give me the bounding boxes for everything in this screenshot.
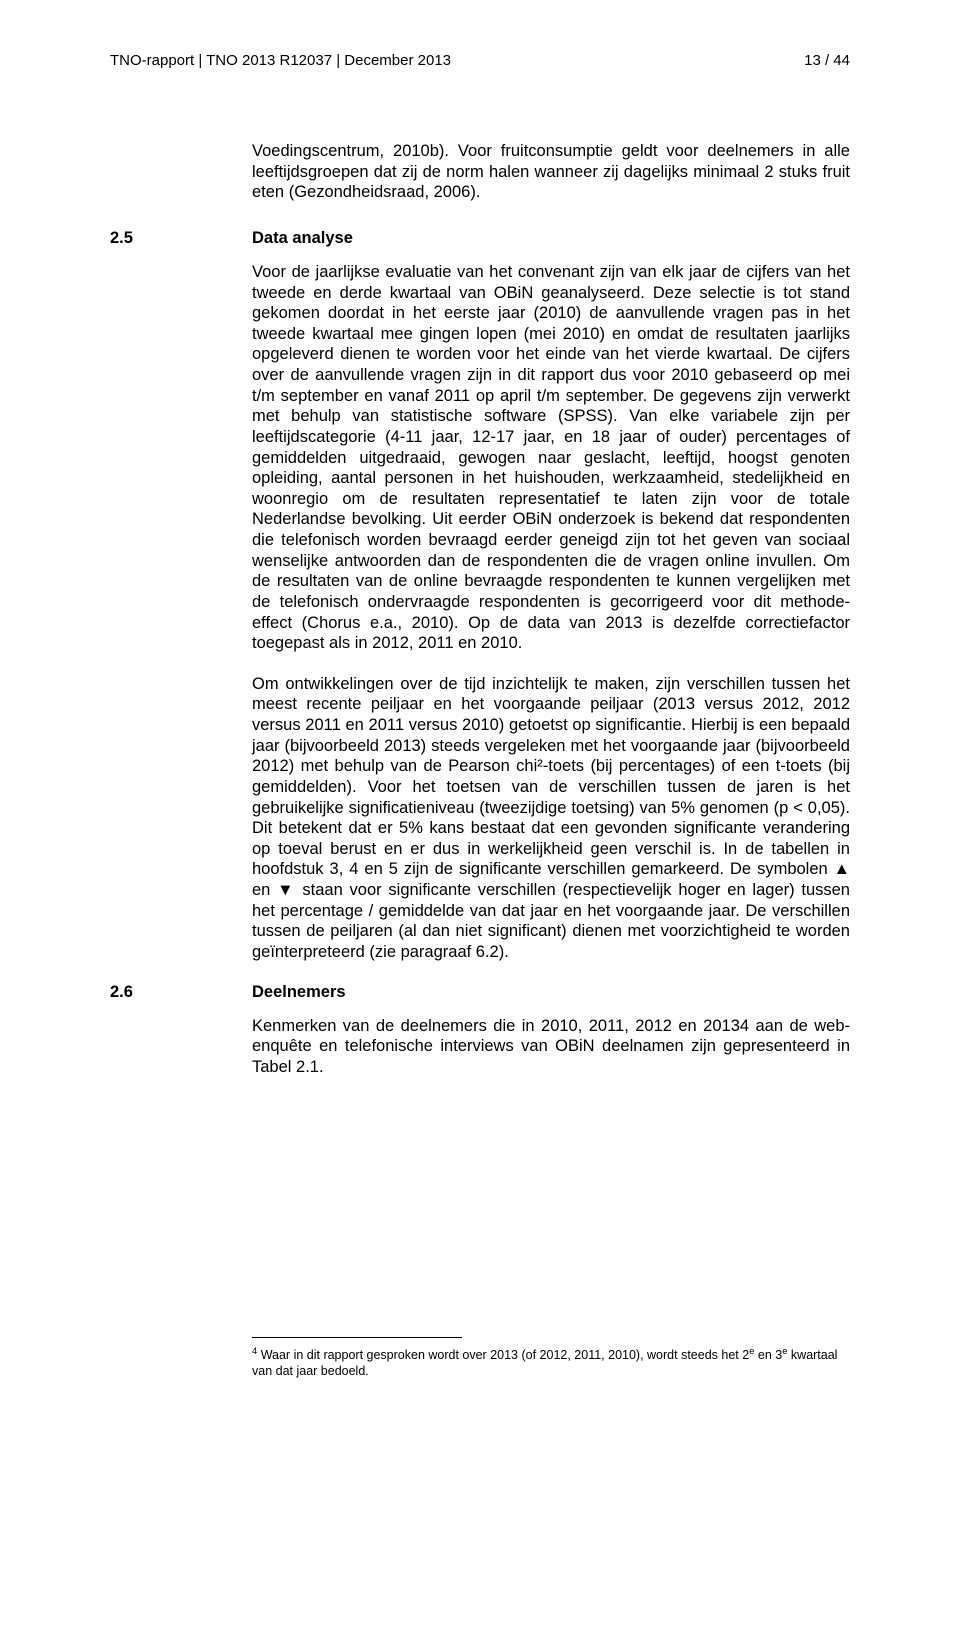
section-25-heading: 2.5 Data analyse [110, 229, 850, 248]
header-left: TNO-rapport | TNO 2013 R12037 | December… [110, 52, 451, 69]
header-right: 13 / 44 [804, 52, 850, 69]
section-25-p1: Voor de jaarlijkse evaluatie van het con… [252, 262, 850, 654]
section-number: 2.6 [110, 983, 252, 1002]
document-page: TNO-rapport | TNO 2013 R12037 | December… [0, 0, 960, 1626]
section-number: 2.5 [110, 229, 252, 248]
page-header: TNO-rapport | TNO 2013 R12037 | December… [110, 52, 850, 69]
section-title: Deelnemers [252, 983, 346, 1002]
footnote: 4 Waar in dit rapport gesproken wordt ov… [252, 1346, 850, 1379]
section-title: Data analyse [252, 229, 353, 248]
footnote-mid: en 3 [754, 1349, 782, 1363]
section-26-p1: Kenmerken van de deelnemers die in 2010,… [252, 1016, 850, 1078]
section-25-p2: Om ontwikkelingen over de tijd inzichtel… [252, 674, 850, 963]
footnote-separator [252, 1337, 462, 1338]
section-26-heading: 2.6 Deelnemers [110, 983, 850, 1002]
footnote-text-1: Waar in dit rapport gesproken wordt over… [257, 1349, 749, 1363]
intro-paragraph: Voedingscentrum, 2010b). Voor fruitconsu… [252, 141, 850, 203]
